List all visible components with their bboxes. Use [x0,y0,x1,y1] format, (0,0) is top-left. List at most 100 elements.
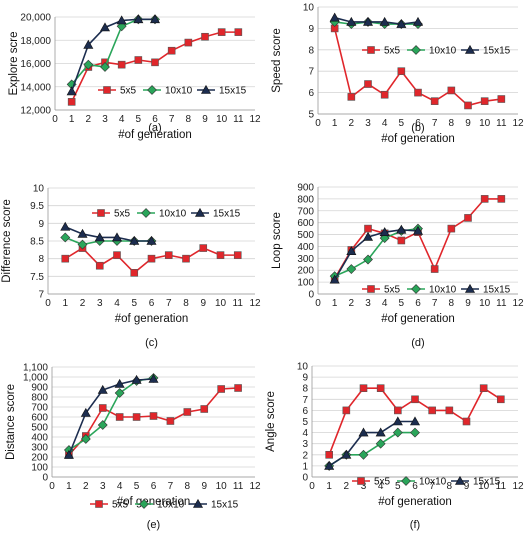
y-tick-label: 16,000 [20,59,51,70]
y-tick-label: 1,100 [23,363,48,374]
x-tick-label: 9 [202,114,208,125]
x-tick-label: 4 [382,118,388,129]
y-tick-label: 900 [297,183,314,194]
data-point-5x5-square-marker [201,32,209,41]
x-tick-label: 8 [447,481,453,492]
legend-diamond-marker [401,476,411,486]
y-tick-label: 800 [31,393,48,404]
x-tick-label: 3 [361,481,367,492]
legend-label: 10x10 [429,285,457,296]
x-tick-label: 11 [233,114,244,125]
data-point-5x5-square-marker [480,195,489,203]
x-tick-label: 9 [200,298,206,309]
data-point-5x5-square-marker [183,408,192,416]
y-tick-label: 800 [297,194,314,205]
data-point-5x5-square-marker [234,384,242,392]
x-tick-label: 3 [100,481,106,492]
y-tick-label: 400 [297,242,314,253]
y-tick-label: 5 [308,110,314,121]
data-point-5x5-square-marker [479,384,488,393]
data-point-15x15-triangle-marker [111,232,123,242]
y-tick-label: 7 [308,67,314,78]
x-tick-label: 3 [365,298,371,309]
data-point-15x15-triangle-marker [97,384,108,394]
y-tick-label: 20,000 [20,13,51,24]
legend-label: 5x5 [384,46,401,57]
y-tick-label: 8 [38,254,44,265]
x-tick-label: 7 [169,114,175,125]
x-tick-label: 8 [449,118,455,129]
data-point-15x15-triangle-marker [346,16,357,26]
y-tick-label: 2 [302,450,308,461]
data-point-5x5-square-marker [347,93,356,101]
y-tick-label: 6 [302,406,308,417]
legend-label: 15x15 [473,477,501,488]
data-point-5x5-square-marker [462,417,471,426]
y-tick-label: 500 [297,230,314,241]
data-point-15x15-triangle-marker [396,224,407,234]
x-axis-label: #of generation [115,313,189,325]
panel-caption: (e) [147,519,160,531]
data-point-10x10-diamond-marker [392,427,403,438]
y-tick-label: 500 [31,423,48,434]
data-point-5x5-square-marker [199,244,208,252]
data-point-10x10-diamond-marker [363,254,373,265]
legend-label: 15x15 [483,285,511,296]
y-tick-label: 7 [38,290,44,301]
x-tick-label: 7 [429,481,435,492]
x-axis-label: #of generation [378,496,452,508]
y-tick-label: 700 [297,206,314,217]
legend-label: 5x5 [374,477,391,488]
data-point-5x5-square-marker [130,268,139,277]
x-tick-label: 5 [399,298,405,309]
data-point-15x15-triangle-marker [341,449,352,459]
x-tick-label: 3 [102,114,108,125]
y-tick-label: 0 [308,290,314,301]
x-tick-label: 0 [52,114,58,125]
legend-label: 5x5 [120,86,137,97]
legend-label: 5x5 [112,500,129,511]
data-point-5x5-square-marker [149,412,158,420]
y-tick-label: 10 [303,3,315,14]
x-tick-label: 0 [315,118,321,129]
data-point-5x5-square-marker [447,86,456,95]
y-axis-label: Explore scre [8,32,20,96]
x-tick-label: 10 [216,114,228,125]
legend-label: 15x15 [213,209,241,220]
x-tick-label: 10 [479,118,491,129]
data-point-5x5-square-marker [233,251,242,259]
x-tick-label: 2 [86,114,92,125]
data-point-5x5-square-marker [164,251,173,259]
y-tick-label: 14,000 [20,82,51,93]
y-tick-label: 700 [31,403,48,414]
y-axis-label: Speed score [271,28,283,93]
data-point-5x5-square-marker [480,97,489,105]
panel-caption: (b) [411,122,424,134]
legend-label: 10x10 [429,46,457,57]
data-point-15x15-triangle-marker [60,221,71,231]
data-point-15x15-triangle-marker [129,235,140,245]
legend-diamond-marker [141,208,151,218]
y-tick-label: 200 [31,453,48,464]
y-tick-label: 7 [302,395,308,406]
series-line-15x15 [334,16,419,25]
data-point-5x5-square-marker [234,28,243,36]
legend-square-marker [103,86,111,94]
data-point-5x5-square-marker [414,88,422,97]
x-tick-label: 6 [151,481,157,492]
x-tick-label: 2 [80,298,86,309]
x-tick-label: 2 [349,298,355,309]
legend-label: 10x10 [165,86,193,97]
data-point-5x5-square-marker [430,265,439,273]
data-point-10x10-diamond-marker [83,59,94,70]
data-point-15x15-triangle-marker [329,274,340,284]
data-point-5x5-square-marker [364,80,372,88]
data-point-15x15-triangle-marker [63,449,74,459]
y-tick-label: 8.5 [30,237,44,248]
x-tick-label: 0 [315,298,321,309]
